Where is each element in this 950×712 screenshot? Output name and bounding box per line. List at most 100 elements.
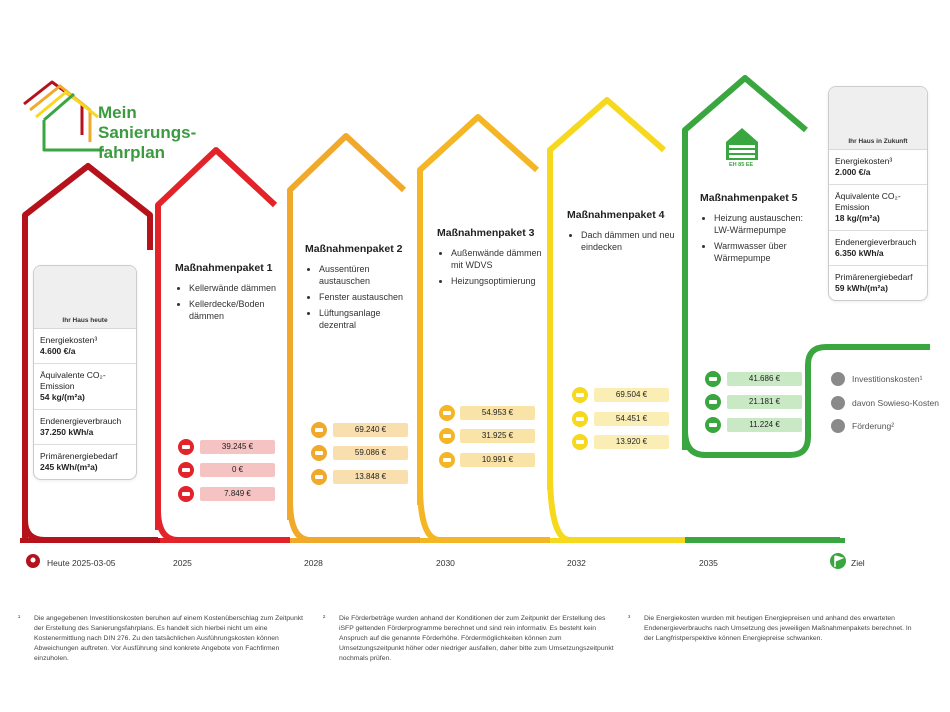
list-item: Außenwände dämmen mit WDVS (451, 247, 547, 271)
legend-funding: Förderung² (852, 421, 895, 431)
package-2-funding-icon-glyph (315, 475, 323, 479)
footnote-1: ¹ Die angegebenen Investitionskosten ber… (18, 615, 304, 662)
future-energy-costs: Energiekosten³ 2.000 €/a (829, 150, 927, 185)
today-primary-energy: Primärenergiebedarf 245 kWh/(m²a) (40, 451, 118, 472)
house-package-1-outline (155, 147, 278, 530)
list-item: Aussentüren austauschen (319, 263, 415, 287)
legend-sowieso: davon Sowieso-Kosten (852, 398, 939, 408)
timeline-bar (20, 538, 845, 543)
year-package-1: 2025 (173, 558, 192, 568)
package-3-investment-icon-glyph (443, 411, 451, 415)
package-2-funding: 13.848 € (333, 470, 408, 484)
list-item: Kellerwände dämmen (189, 282, 285, 294)
package-2-items: Aussentüren austauschen Fenster austausc… (305, 263, 415, 331)
house-package-4-outline (547, 97, 666, 490)
package-4-items: Dach dämmen und neu eindecken (567, 229, 677, 253)
package-1-items: Kellerwände dämmen Kellerdecke/Boden däm… (175, 282, 285, 322)
package-3-funding-icon-glyph (443, 458, 451, 462)
location-pin-icon (26, 554, 40, 568)
list-item: Heizungsoptimierung (451, 275, 547, 287)
future-card-caption: Ihr Haus in Zukunft (848, 138, 908, 145)
package-1-sowieso-icon-glyph (182, 468, 190, 472)
today-co2: Äquivalente CO₂-Emission 54 kg/(m²a) (34, 364, 136, 410)
package-5-sowieso-icon-glyph (709, 400, 717, 404)
list-item: Kellerdecke/Boden dämmen (189, 298, 285, 322)
package-1-investment: 39.245 € (200, 440, 275, 454)
footnote-2: ² Die Förderbeträge wurden anhand der Ko… (323, 615, 614, 662)
today-card-caption: Ihr Haus heute (62, 317, 108, 324)
package-2-sowieso: 59.086 € (333, 446, 408, 460)
package-5-items: Heizung austauschen: LW-Wärmepumpe Warmw… (700, 212, 812, 264)
list-item: Dach dämmen und neu eindecken (581, 229, 677, 253)
package-3-sowieso-icon-glyph (443, 434, 451, 438)
package-1-title: Maßnahmenpaket 1 (175, 262, 273, 274)
legend-icons (831, 372, 845, 433)
timeline-start: Heute 2025-03-05 (47, 558, 116, 568)
package-2-investment-icon-glyph (315, 428, 323, 432)
year-package-3: 2030 (436, 558, 455, 568)
logo-title: Mein Sanierungs- fahrplan (98, 103, 196, 163)
today-card: Ihr Haus heute Energiekosten³ 4.600 €/a Ä… (33, 265, 137, 480)
package-5-funding-icon-glyph (709, 423, 717, 427)
package-3-sowieso: 31.925 € (460, 429, 535, 443)
efficiency-badge-label: EH 85 EE (729, 162, 754, 168)
package-5-title: Maßnahmenpaket 5 (700, 192, 798, 204)
package-4: Maßnahmenpaket 4 Dach dämmen und neu ein… (567, 209, 677, 257)
logo-line-3: fahrplan (98, 143, 166, 162)
package-1-funding: 7.849 € (200, 487, 275, 501)
package-2: Maßnahmenpaket 2 Aussentüren austauschen… (305, 243, 415, 335)
package-4-sowieso: 54.451 € (594, 412, 669, 426)
house-package-2-outline (287, 133, 407, 520)
year-package-2: 2028 (304, 558, 323, 568)
package-5-funding: 11.224 € (727, 418, 802, 432)
future-primary-energy: Primärenergiebedarf 59 kWh/(m²a) (835, 272, 913, 293)
package-5-investment-icon-glyph (709, 377, 717, 381)
list-item: Fenster austauschen (319, 291, 415, 303)
package-2-title: Maßnahmenpaket 2 (305, 243, 403, 255)
package-4-title: Maßnahmenpaket 4 (567, 209, 665, 221)
list-item: Warmwasser über Wärmepumpe (714, 240, 812, 264)
logo-line-1: Mein (98, 103, 137, 122)
package-4-funding-icon-glyph (576, 440, 584, 444)
package-1-sowieso: 0 € (200, 463, 275, 477)
footnote-3: ³ Die Energiekosten wurden mit heutigen … (628, 615, 912, 642)
package-3-title: Maßnahmenpaket 3 (437, 227, 535, 239)
future-final-energy: Endenergieverbrauch 6.350 kWh/a (829, 231, 927, 266)
today-energy-costs: Energiekosten³ 4.600 €/a (34, 329, 136, 364)
list-item: Lüftungsanlage dezentral (319, 307, 415, 331)
package-4-investment-icon-glyph (576, 393, 584, 397)
logo-icon (23, 80, 104, 152)
efficiency-badge-icon (726, 128, 758, 160)
package-5-sowieso: 21.181 € (727, 395, 802, 409)
package-1-investment-icon-glyph (182, 445, 190, 449)
package-3-funding: 10.991 € (460, 453, 535, 467)
list-item: Heizung austauschen: LW-Wärmepumpe (714, 212, 812, 236)
year-package-5: 2035 (699, 558, 718, 568)
future-card: Ihr Haus in Zukunft Energiekosten³ 2.000 … (828, 86, 928, 301)
today-final-energy: Endenergieverbrauch 37.250 kWh/a (34, 410, 136, 445)
package-5: Maßnahmenpaket 5 Heizung austauschen: LW… (700, 192, 812, 268)
house-package-5-outline (682, 75, 808, 450)
year-package-4: 2032 (567, 558, 586, 568)
house-package-3-outline (417, 114, 540, 505)
package-3-items: Außenwände dämmen mit WDVS Heizungsoptim… (437, 247, 547, 287)
timeline-end: Ziel (851, 558, 865, 568)
package-1: Maßnahmenpaket 1 Kellerwände dämmen Kell… (175, 262, 285, 326)
package-1-funding-icon-glyph (182, 492, 190, 496)
package-5-investment: 41.686 € (727, 372, 802, 386)
package-3: Maßnahmenpaket 3 Außenwände dämmen mit W… (437, 227, 547, 291)
package-4-funding: 13.920 € (594, 435, 669, 449)
goal-flag-icon (830, 553, 846, 569)
house-today-outline (22, 163, 153, 540)
legend-investment: Investitionskosten¹ (852, 374, 923, 384)
package-2-sowieso-icon-glyph (315, 451, 323, 455)
future-card-header: Ihr Haus in Zukunft (829, 87, 927, 150)
package-2-investment: 69.240 € (333, 423, 408, 437)
package-4-sowieso-icon-glyph (576, 417, 584, 421)
package-3-investment: 54.953 € (460, 406, 535, 420)
package-4-investment: 69.504 € (594, 388, 669, 402)
future-co2: Äquivalente CO₂-Emission 18 kg/(m²a) (829, 185, 927, 231)
today-card-header: Ihr Haus heute (34, 266, 136, 329)
logo-line-2: Sanierungs- (98, 123, 197, 142)
